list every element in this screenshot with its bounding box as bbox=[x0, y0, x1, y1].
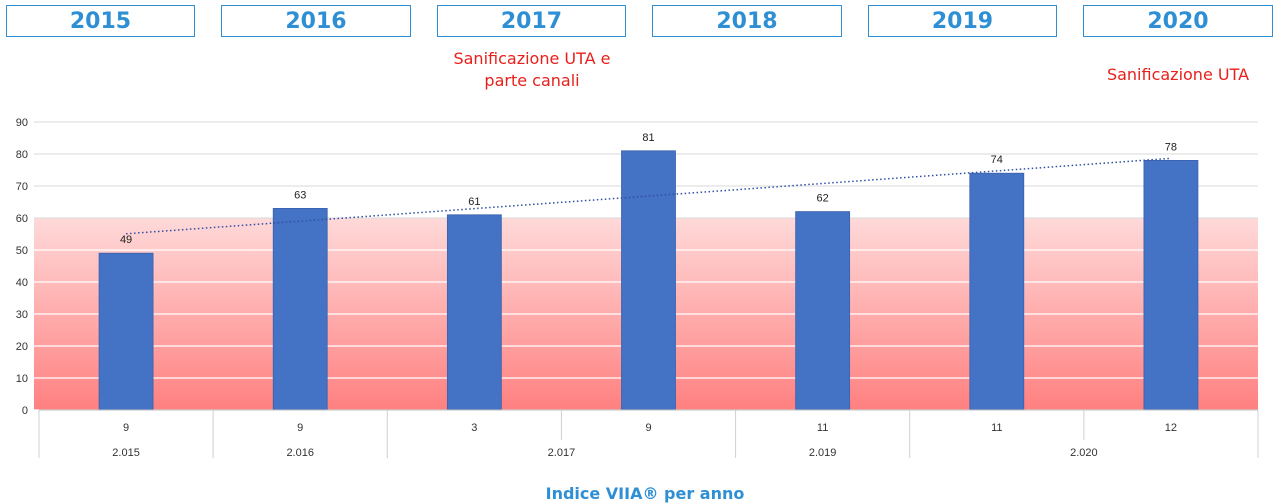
data-label: 49 bbox=[120, 234, 132, 246]
bar bbox=[98, 252, 154, 411]
x-tick-label: 11 bbox=[817, 422, 828, 434]
data-label: 62 bbox=[817, 193, 829, 205]
data-label: 81 bbox=[642, 132, 654, 144]
data-label: 78 bbox=[1165, 141, 1177, 153]
group-label: 2.019 bbox=[809, 447, 837, 459]
y-tick-label: 80 bbox=[16, 149, 28, 161]
group-label: 2.017 bbox=[548, 447, 576, 459]
note-2017-line2: parte canali bbox=[484, 71, 580, 90]
data-label: 63 bbox=[294, 189, 306, 201]
x-tick-label: 3 bbox=[471, 422, 477, 434]
group-label: 2.020 bbox=[1070, 447, 1098, 459]
year-tab-2018[interactable]: 2018 bbox=[652, 5, 842, 37]
x-tick-label: 11 bbox=[991, 422, 1002, 434]
year-tab-2015[interactable]: 2015 bbox=[6, 5, 195, 37]
x-tick-label: 9 bbox=[123, 422, 129, 434]
note-2017: Sanificazione UTA e parte canali bbox=[432, 48, 632, 92]
data-label: 74 bbox=[991, 154, 1003, 166]
bar bbox=[1143, 160, 1199, 411]
note-2020: Sanificazione UTA bbox=[1106, 65, 1250, 84]
note-2017-line1: Sanificazione UTA e bbox=[453, 49, 611, 68]
y-tick-label: 60 bbox=[16, 213, 28, 225]
x-tick-label: 9 bbox=[297, 422, 303, 434]
x-tick-label: 12 bbox=[1165, 422, 1177, 434]
year-header: 2015 2016 2017 2018 2019 2020 bbox=[0, 0, 1280, 44]
group-label: 2.015 bbox=[112, 447, 140, 459]
y-tick-label: 10 bbox=[16, 373, 28, 385]
bar bbox=[969, 172, 1025, 411]
year-tab-2017[interactable]: 2017 bbox=[437, 5, 626, 37]
bar bbox=[272, 208, 328, 411]
y-tick-label: 20 bbox=[16, 341, 28, 353]
data-label: 61 bbox=[468, 196, 480, 208]
chart-title: Indice VIIA® per anno bbox=[545, 484, 745, 503]
group-label: 2.016 bbox=[286, 447, 314, 459]
bar bbox=[621, 150, 676, 411]
trendline bbox=[126, 157, 1171, 235]
y-tick-label: 50 bbox=[16, 245, 28, 257]
y-tick-label: 90 bbox=[16, 117, 28, 129]
y-tick-label: 70 bbox=[16, 181, 28, 193]
bar-chart: 0 10 20 30 40 50 60 70 80 90 49 63 61 81 62 74 78 9 9 3 9 11 1… bbox=[16, 117, 1259, 459]
y-tick-label: 40 bbox=[16, 277, 28, 289]
y-tick-label: 30 bbox=[16, 309, 28, 321]
x-tick-label: 9 bbox=[645, 422, 651, 434]
year-tab-2020[interactable]: 2020 bbox=[1083, 5, 1273, 37]
year-tab-2016[interactable]: 2016 bbox=[221, 5, 411, 37]
year-tab-2019[interactable]: 2019 bbox=[868, 5, 1057, 37]
bar bbox=[446, 214, 502, 411]
y-tick-label: 0 bbox=[22, 405, 28, 417]
bar bbox=[795, 211, 851, 411]
